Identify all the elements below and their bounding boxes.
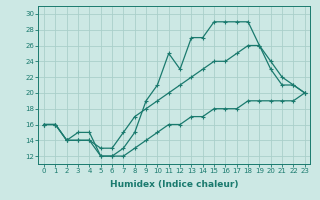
X-axis label: Humidex (Indice chaleur): Humidex (Indice chaleur) <box>110 180 239 189</box>
